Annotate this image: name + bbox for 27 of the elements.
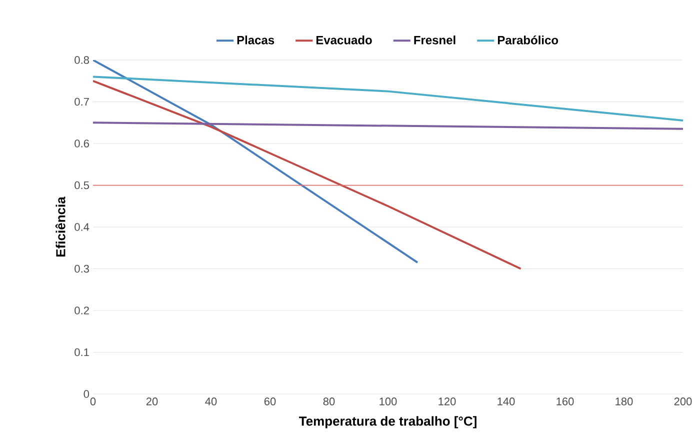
y-axis-title: Eficiência [55, 196, 66, 256]
y-tick-label: 0.5 [74, 181, 89, 190]
x-tick-label: 200 [674, 398, 692, 406]
x-tick-label: 180 [616, 398, 633, 406]
y-tick-label: 0.2 [74, 306, 89, 314]
x-tick-label: 140 [498, 398, 515, 406]
legend-label: Placas [237, 36, 274, 44]
y-tick-label: 0.7 [74, 98, 89, 106]
x-tick-label: 120 [438, 398, 456, 406]
y-tick-label: 0 [84, 390, 90, 398]
x-tick-label: 80 [323, 398, 335, 406]
line-series [93, 80, 522, 270]
x-axis-title: Temperatura de trabalho [°C] [298, 416, 476, 428]
y-tick-label: 0.1 [74, 348, 89, 356]
legend-label: Evacuado [316, 36, 372, 44]
x-tick-label: 20 [146, 398, 158, 406]
legend-label: Parabólico [498, 35, 558, 44]
x-tick-label: 160 [556, 398, 574, 406]
y-tick-label: 0.4 [74, 223, 90, 231]
x-tick-label: 100 [380, 398, 397, 406]
x-tick-label: 60 [264, 398, 276, 406]
y-tick-label: 0.6 [74, 140, 89, 148]
x-tick-label: 0 [90, 398, 96, 406]
legend-label: Fresnel [414, 36, 456, 44]
y-tick-label: 0.8 [74, 56, 89, 64]
y-tick-label: 0.3 [74, 264, 89, 273]
x-tick-label: 40 [205, 398, 217, 406]
